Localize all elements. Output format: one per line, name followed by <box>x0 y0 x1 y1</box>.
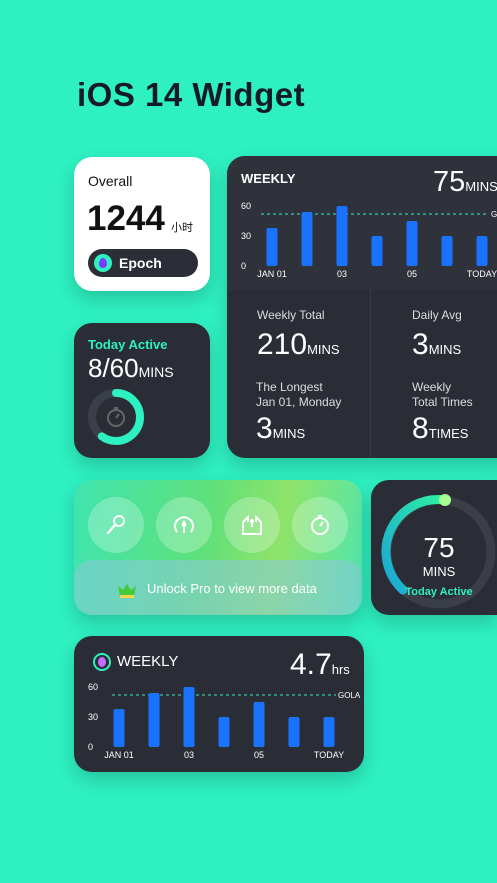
bag-icon <box>242 514 262 535</box>
x-tick-label: 03 <box>184 750 194 760</box>
timer-icon <box>311 515 329 535</box>
unlock-pro-text: Unlock Pro to view more data <box>147 581 317 596</box>
weekly-hours-value: 4.7hrs <box>290 648 350 681</box>
bar <box>183 687 195 747</box>
y-tick-label: 60 <box>241 201 251 211</box>
bar <box>253 702 265 747</box>
shortcuts-widget: Unlock Pro to view more data <box>74 480 362 615</box>
goal-label: GO <box>491 210 497 219</box>
crown-icon <box>118 584 136 598</box>
overall-label: Overall <box>88 173 133 189</box>
weekly-widget[interactable]: WEEKLY 75MINS 60 30 0 GO JAN 01 03 05 TODAY Wee… <box>227 156 497 458</box>
y-tick-label: 30 <box>88 712 98 722</box>
bar <box>266 228 278 266</box>
weekly-total-label: Weekly Total <box>257 308 325 322</box>
bar <box>336 206 348 266</box>
epoch-label: Epoch <box>119 255 162 271</box>
today-active-value: 8/60MINS <box>88 353 174 383</box>
bar <box>148 693 160 747</box>
bar <box>406 221 418 266</box>
longest-label: The Longest Jan 01, Monday <box>256 380 342 409</box>
weekly-times-label: Weekly Total Times <box>412 380 473 409</box>
meditation-button[interactable] <box>156 497 212 553</box>
gauge-widget[interactable]: 75 MINS Today Active <box>371 480 497 615</box>
stats-divider <box>370 290 371 458</box>
epoch-pill[interactable]: Epoch <box>88 249 198 277</box>
weekly-hours-bar-chart: 60 30 0 GOLA JAN 01 03 05 TODAY <box>88 682 361 760</box>
weekly-value: 75MINS <box>433 166 497 198</box>
x-tick-label: 05 <box>254 750 264 760</box>
y-tick-label: 60 <box>88 682 98 692</box>
today-active-ring <box>88 389 144 445</box>
bar <box>301 212 313 266</box>
overall-value: 1244 <box>87 199 165 238</box>
bar <box>441 236 453 266</box>
weekly-bar-chart: 60 30 0 GO JAN 01 03 05 TODAY <box>241 201 497 279</box>
weekly-hours-label: WEEKLY <box>117 653 179 670</box>
daily-avg-label: Daily Avg <box>412 308 462 322</box>
weekly-hours-widget[interactable]: WEEKLY 4.7hrs 60 30 0 GOLA JAN 01 03 05 TODAY <box>74 636 364 772</box>
timer-button[interactable] <box>292 497 348 553</box>
page-title: iOS 14 Widget <box>77 76 306 113</box>
goal-label: GOLA <box>338 691 361 700</box>
bar <box>113 709 125 747</box>
bar <box>288 717 300 747</box>
gauge-label: Today Active <box>405 586 473 598</box>
epoch-icon <box>93 653 111 671</box>
epoch-icon <box>94 254 112 272</box>
longest-value: 3MINS <box>256 412 306 445</box>
weekly-times-value: 8TIMES <box>412 412 469 445</box>
microphone-button[interactable] <box>88 497 144 553</box>
overall-unit: 小时 <box>171 222 193 234</box>
weekly-label: WEEKLY <box>241 171 296 186</box>
timer-icon <box>107 407 125 427</box>
gauge-ring <box>381 494 496 609</box>
x-tick-label: TODAY <box>314 750 344 760</box>
meditation-icon <box>174 516 194 533</box>
y-tick-label: 0 <box>88 742 93 752</box>
bar <box>476 236 488 266</box>
today-active-label: Today Active <box>88 337 168 352</box>
weekly-chart-panel <box>227 156 497 290</box>
unlock-pro-button[interactable]: Unlock Pro to view more data <box>74 560 362 615</box>
x-tick-label: TODAY <box>467 269 497 279</box>
x-tick-label: 05 <box>407 269 417 279</box>
y-tick-label: 0 <box>241 261 246 271</box>
weekly-total-value: 210MINS <box>257 328 340 361</box>
gauge-value: 75 <box>423 532 455 563</box>
x-tick-label: JAN 01 <box>104 750 134 760</box>
bag-button[interactable] <box>224 497 280 553</box>
gauge-unit: MINS <box>422 564 456 579</box>
daily-avg-value: 3MINS <box>412 328 462 361</box>
overall-widget[interactable]: Overall 1244 小时 Epoch <box>74 157 210 291</box>
bar <box>218 717 230 747</box>
x-tick-label: 03 <box>337 269 347 279</box>
today-active-widget[interactable]: Today Active 8/60MINS <box>74 323 210 458</box>
bar <box>371 236 383 266</box>
y-tick-label: 30 <box>241 231 251 241</box>
microphone-icon <box>106 515 125 535</box>
bar <box>323 717 335 747</box>
x-tick-label: JAN 01 <box>257 269 287 279</box>
